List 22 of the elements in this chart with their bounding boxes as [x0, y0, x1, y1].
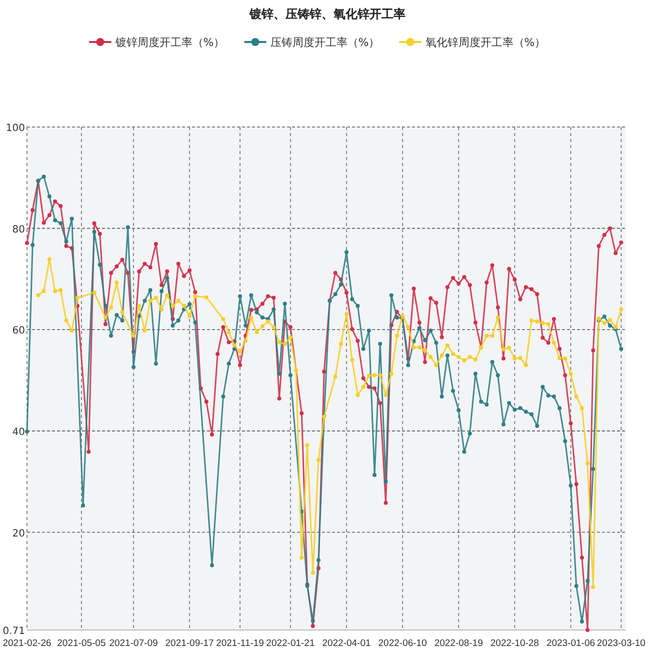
x-tick-label: 2023-03-10: [596, 638, 646, 649]
chart-title: 镀锌、压铸锌、氧化锌开工率: [248, 7, 406, 21]
x-tick-label: 2022-10-28: [490, 638, 539, 649]
y-tick-label: 40: [12, 426, 25, 438]
legend-label: 氧化锌周度开工率（%）: [425, 36, 546, 49]
y-tick-label: 100: [6, 123, 25, 134]
y-tick-label: 80: [12, 224, 25, 236]
x-tick-label: 2021-02-26: [2, 638, 52, 649]
x-tick-label: 2022-08-19: [434, 638, 483, 649]
y-tick-label: 0.71: [2, 626, 25, 637]
y-tick-label: 60: [12, 326, 25, 337]
x-tick-label: 2021-09-17: [165, 638, 214, 649]
x-tick-label: 2021-05-05: [57, 638, 106, 649]
y-tick-label: 20: [12, 528, 25, 540]
x-tick-label: 2021-07-09: [109, 638, 158, 649]
x-tick-label: 2022-04-01: [322, 638, 371, 649]
x-tick-label: 2023-01-06: [546, 638, 596, 649]
x-tick-label: 2021-11-19: [216, 638, 264, 649]
legend-label: 压铸周度开工率（%）: [270, 36, 380, 49]
x-tick-label: 2022-01-21: [266, 638, 315, 649]
x-tick-label: 2022-06-10: [378, 638, 427, 649]
legend-label: 镀锌周度开工率（%）: [114, 36, 225, 49]
